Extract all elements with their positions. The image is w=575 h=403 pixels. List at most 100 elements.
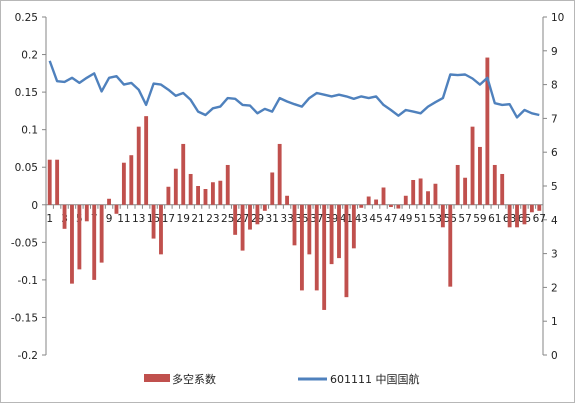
- bar: [351, 204, 356, 249]
- left-tick-label: 0.05: [15, 162, 38, 174]
- price-line: [48, 60, 540, 119]
- bar: [218, 180, 223, 205]
- bar: [440, 204, 445, 228]
- x-tick-label: 57: [458, 213, 471, 225]
- bar: [196, 186, 200, 205]
- bar: [144, 116, 149, 205]
- bar: [210, 182, 215, 205]
- bar: [55, 159, 60, 205]
- left-tick-label: -0.2: [18, 350, 39, 362]
- left-tick-label: 0.2: [21, 50, 38, 62]
- bar: [99, 204, 104, 263]
- bar: [285, 195, 290, 205]
- bar: [418, 178, 423, 205]
- bar: [84, 204, 89, 222]
- bar: [522, 204, 527, 225]
- x-tick-label: 17: [162, 213, 175, 225]
- bar: [322, 204, 327, 310]
- bar: [114, 204, 119, 214]
- right-tick-label: 4: [551, 215, 558, 227]
- x-tick-label: 25: [221, 213, 234, 225]
- bar: [515, 204, 519, 228]
- bar: [433, 183, 438, 205]
- bar: [329, 204, 334, 265]
- bar: [151, 204, 156, 239]
- left-tick-label: -0.05: [11, 237, 38, 249]
- bar: [166, 186, 171, 205]
- bar: [233, 204, 238, 235]
- axes-group: -0.2-0.15-0.1-0.0500.050.10.150.20.25012…: [11, 12, 565, 362]
- line-series-601111: [48, 60, 540, 119]
- x-tick-label: 53: [429, 213, 442, 225]
- bar: [159, 204, 163, 255]
- left-tick-label: -0.1: [18, 275, 39, 287]
- bar: [203, 189, 208, 205]
- x-tick-label: 31: [266, 213, 279, 225]
- bar: [537, 204, 542, 211]
- bar: [529, 204, 534, 213]
- x-tick-label: 51: [414, 213, 427, 225]
- bar: [366, 196, 371, 205]
- x-tick-label: 33: [280, 213, 293, 225]
- bar: [463, 177, 468, 205]
- bar: [62, 204, 67, 229]
- right-tick-label: 3: [551, 249, 558, 261]
- bar: [359, 204, 364, 208]
- bar: [448, 204, 453, 287]
- bar: [47, 159, 52, 205]
- bar: [107, 198, 111, 205]
- right-tick-label: 2: [551, 282, 558, 294]
- bar: [277, 143, 282, 205]
- left-tick-label: 0.15: [15, 87, 38, 99]
- x-tick-label: 67: [533, 213, 546, 225]
- bar: [500, 173, 505, 205]
- legend-label-line: 601111 中国国航: [330, 372, 420, 386]
- left-tick-label: 0: [31, 200, 38, 212]
- bar: [136, 126, 141, 205]
- bar: [248, 204, 252, 230]
- bar: [129, 155, 134, 205]
- legend: 多空系数 601111 中国国航: [144, 372, 420, 386]
- x-tick-label: 13: [132, 213, 145, 225]
- bar: [485, 57, 490, 205]
- bar: [389, 204, 393, 208]
- bar: [173, 168, 178, 205]
- bar: [470, 126, 475, 205]
- x-tick-label: 43: [355, 213, 368, 225]
- x-tick-label: 11: [117, 213, 130, 225]
- x-tick-label: 49: [399, 213, 412, 225]
- x-tick-label: 19: [177, 213, 190, 225]
- right-tick-label: 1: [551, 316, 558, 328]
- bar: [77, 204, 82, 270]
- bar: [403, 195, 408, 205]
- bar: [292, 204, 297, 246]
- x-tick-label: 23: [206, 213, 219, 225]
- bar: [426, 191, 430, 205]
- bar: [121, 162, 126, 205]
- right-tick-label: 0: [551, 350, 558, 362]
- bar: [240, 204, 245, 251]
- bar: [381, 187, 386, 205]
- legend-swatch-bar: [144, 374, 170, 382]
- x-tick-label: 59: [473, 213, 486, 225]
- bar-series-多空系数: [47, 57, 542, 310]
- bar: [188, 173, 193, 205]
- right-tick-label: 8: [551, 80, 558, 92]
- right-tick-label: 10: [551, 12, 564, 24]
- bar: [507, 204, 512, 228]
- x-tick-label: 1: [46, 213, 53, 225]
- x-tick-label: 9: [106, 213, 113, 225]
- bar: [225, 164, 230, 205]
- right-tick-label: 6: [551, 147, 558, 159]
- legend-label-bar: 多空系数: [172, 372, 216, 386]
- x-tick-label: 45: [369, 213, 382, 225]
- bar: [92, 204, 97, 280]
- left-tick-label: 0.25: [15, 12, 38, 24]
- bar: [337, 204, 341, 259]
- bar: [255, 204, 260, 225]
- bar: [181, 143, 186, 205]
- bar: [492, 164, 497, 205]
- left-tick-label: -0.15: [11, 312, 38, 324]
- left-tick-label: 0.1: [21, 125, 38, 137]
